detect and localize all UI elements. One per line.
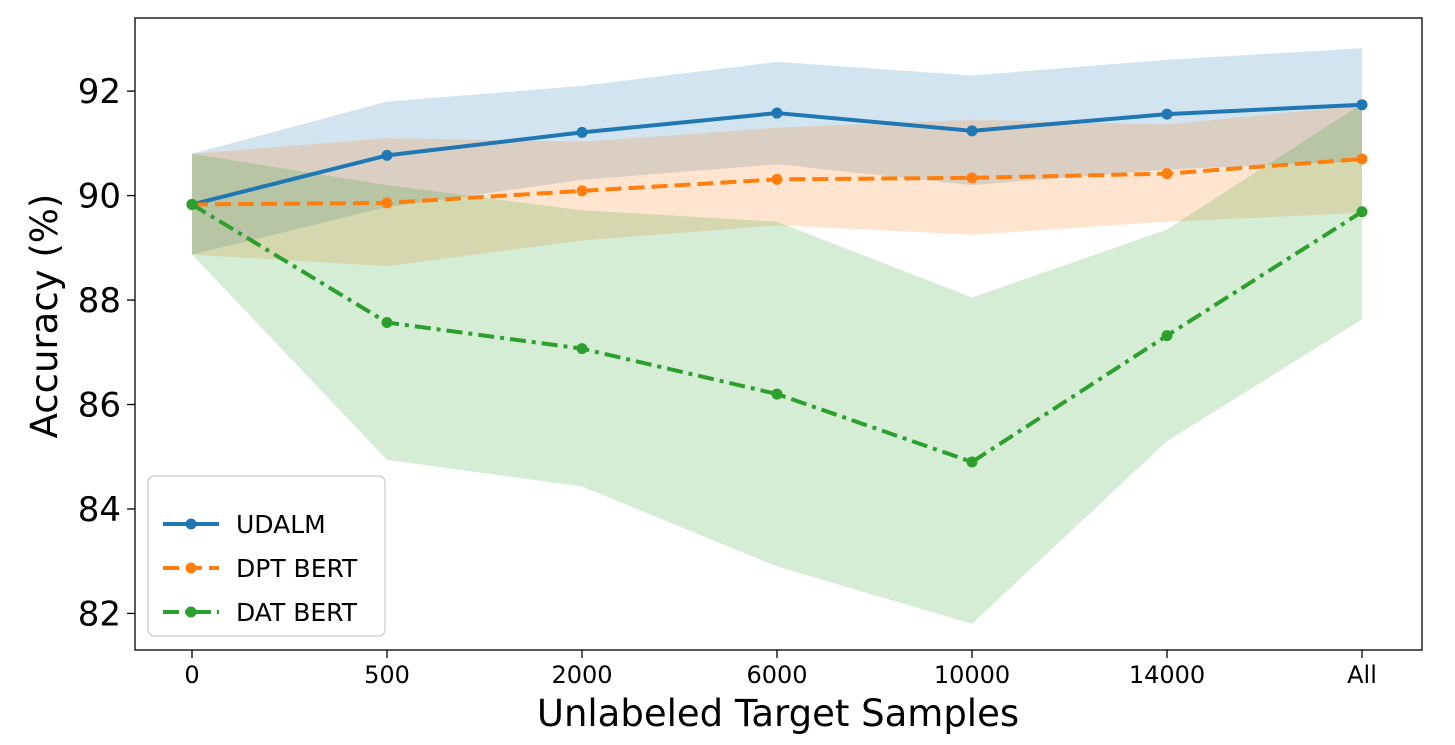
- y-tick-label: 92: [78, 72, 121, 112]
- data-point-0-5: [1161, 108, 1173, 120]
- data-point-0-6: [1356, 99, 1368, 111]
- data-point-2-4: [966, 456, 978, 468]
- legend-label: DPT BERT: [236, 554, 358, 583]
- data-point-2-3: [771, 388, 783, 400]
- x-tick-label: 2000: [551, 661, 612, 689]
- confidence-band-0: [192, 48, 1362, 255]
- y-tick-label: 88: [78, 281, 121, 321]
- x-tick-label: 6000: [746, 661, 807, 689]
- legend-label: DAT BERT: [236, 598, 358, 627]
- confidence-band-2: [192, 103, 1362, 624]
- data-point-1-5: [1161, 168, 1173, 180]
- y-tick-label: 90: [78, 177, 121, 217]
- legend: UDALM DPT BERT DAT BERT: [147, 475, 386, 637]
- data-point-0-2: [576, 126, 588, 138]
- x-axis-label: Unlabeled Target Samples: [537, 692, 1019, 735]
- y-axis-label: Accuracy (%): [23, 194, 66, 439]
- x-tick-label: 0: [184, 661, 199, 689]
- x-tick-label: All: [1347, 661, 1377, 689]
- legend-marker: [185, 518, 197, 530]
- legend-marker: [185, 606, 197, 618]
- data-point-1-4: [966, 172, 978, 184]
- data-point-2-1: [381, 317, 393, 329]
- y-tick-label: 84: [78, 490, 121, 530]
- data-point-1-1: [381, 197, 393, 209]
- confidence-bands: [192, 48, 1362, 624]
- y-tick-label: 86: [78, 386, 121, 426]
- data-point-0-1: [381, 149, 393, 161]
- legend-label: UDALM: [236, 510, 326, 539]
- x-tick-label: 14000: [1129, 661, 1205, 689]
- data-point-2-0: [186, 198, 198, 210]
- data-point-1-6: [1356, 153, 1368, 165]
- data-point-0-3: [771, 107, 783, 119]
- data-point-2-2: [576, 343, 588, 355]
- legend-box: [147, 475, 386, 637]
- data-point-1-2: [576, 185, 588, 197]
- data-point-2-5: [1161, 330, 1173, 342]
- series-points: [186, 99, 1368, 468]
- x-axis: 0 500 2000 6000 10000 14000 All: [184, 650, 1377, 689]
- y-axis: 82 84 86 88 90 92: [78, 72, 135, 634]
- data-point-0-4: [966, 125, 978, 137]
- x-tick-label: 10000: [934, 661, 1010, 689]
- data-point-2-6: [1356, 206, 1368, 218]
- legend-marker: [185, 562, 197, 574]
- y-tick-label: 82: [78, 594, 121, 634]
- x-tick-label: 500: [364, 661, 410, 689]
- plot-frame: [134, 17, 1423, 651]
- data-point-1-3: [771, 173, 783, 185]
